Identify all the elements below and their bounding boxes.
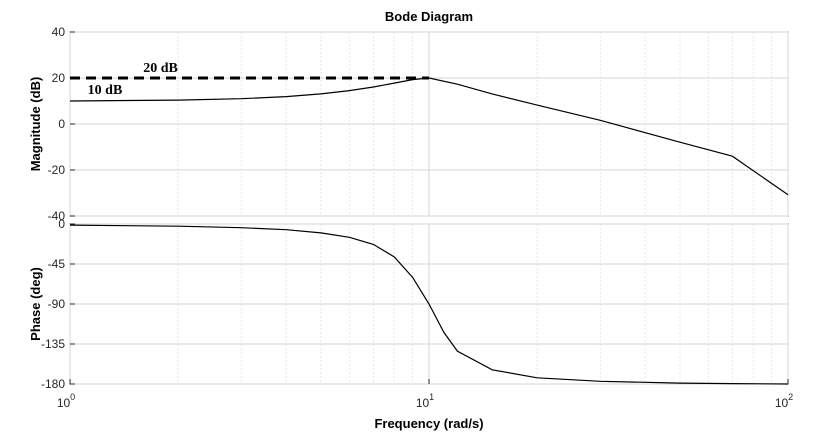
magnitude-y-axis-label: Magnitude (dB) [28,77,43,172]
x-tick-base: 10 [775,396,789,410]
annotation-10db: 10 dB [88,83,123,98]
magnitude-y-ticks: 40 20 0 -20 -40 [48,25,75,223]
chart-title: Bode Diagram [385,9,473,24]
magnitude-panel: 40 20 0 -20 -40 20 dB 10 dB Magnitude (dB) [28,25,789,223]
magnitude-curve [69,77,789,196]
phase-y-axis-label: Phase (deg) [28,267,43,341]
phase-curve [69,224,789,385]
y-tick-label: 0 [58,217,65,231]
y-tick-label: -20 [48,163,66,177]
phase-y-ticks: 0 -45 -90 -135 -180 [41,217,75,391]
x-tick-label: 100 [57,392,75,410]
y-tick-label: 20 [52,71,66,85]
x-tick-base: 10 [416,396,430,410]
x-tick-base: 10 [57,396,71,410]
y-tick-label: -40 [48,209,66,223]
magnitude-grid [69,31,789,217]
phase-panel: 0 -45 -90 -135 -180 Phase (deg) [28,217,789,391]
y-tick-label: 0 [58,117,65,131]
y-tick-label: -135 [41,337,65,351]
y-tick-label: -90 [48,297,66,311]
y-tick-label: -45 [48,257,66,271]
y-tick-label: 40 [52,25,66,39]
x-tick-label: 102 [775,392,793,410]
frequency-x-ticks: 100 101 102 [57,379,793,410]
x-tick-label: 101 [416,392,434,410]
y-tick-label: -180 [41,377,65,391]
phase-grid [69,223,789,385]
x-axis-label: Frequency (rad/s) [374,416,483,431]
x-tick-exponent: 2 [788,392,793,402]
x-tick-exponent: 0 [70,392,75,402]
annotation-20db: 20 dB [143,61,178,76]
x-tick-exponent: 1 [429,392,434,402]
